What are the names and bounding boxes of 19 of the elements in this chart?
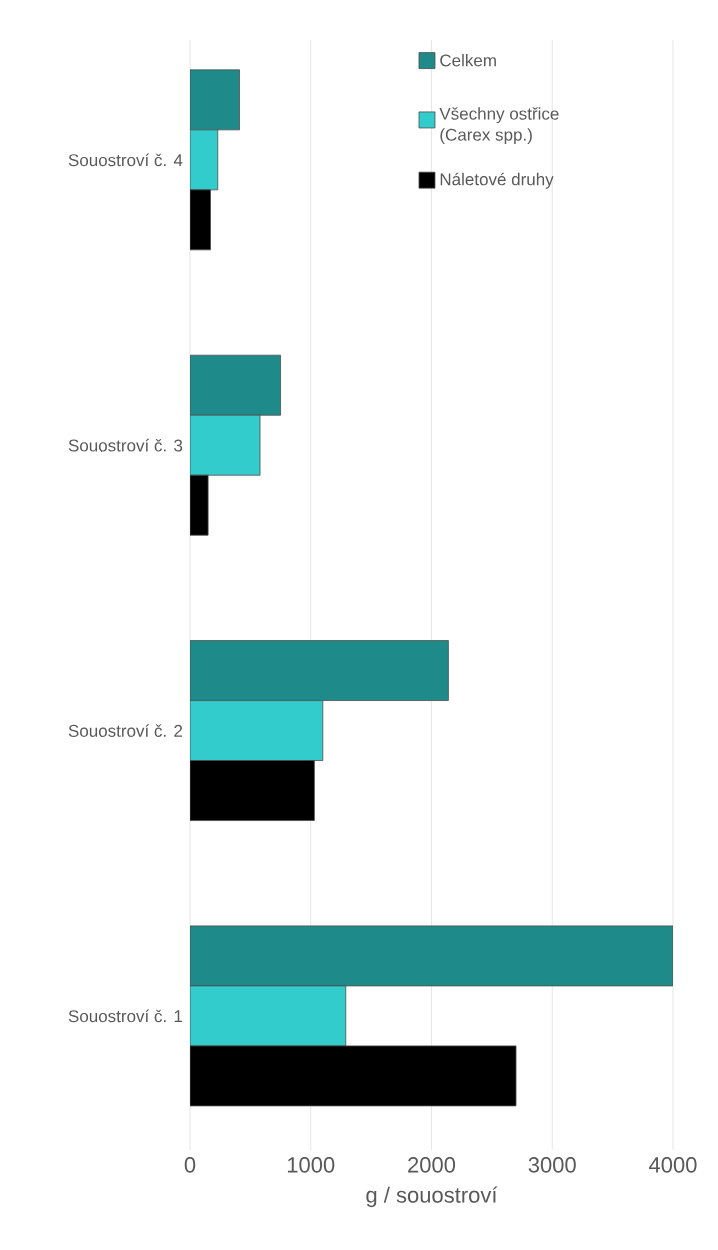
bar [189,760,315,821]
y-tick-label: Souostroví č. 1 [68,1009,183,1023]
y-tick-label: Souostroví č. 3 [68,438,183,452]
bar [189,129,219,191]
legend-label: Všechny ostřice (Carex spp.) [439,107,559,145]
bar [189,700,324,761]
y-tick-label: Souostroví č. 4 [68,153,183,167]
x-tick-label: 1000 [287,1157,335,1173]
legend-label: Celkem [440,53,496,67]
bar [189,985,347,1047]
x-tick-label: 0 [184,1157,196,1173]
bar [189,1045,517,1107]
legend-label: Náletové druhy [440,172,554,189]
x-axis-title: g / souostroví [366,1186,498,1208]
x-tick-label: 3000 [528,1157,576,1173]
bar [189,414,261,476]
x-tick-label: 2000 [408,1157,456,1173]
x-tick-label: 4000 [649,1157,697,1173]
y-tick-label: Souostroví č. 2 [68,724,183,737]
